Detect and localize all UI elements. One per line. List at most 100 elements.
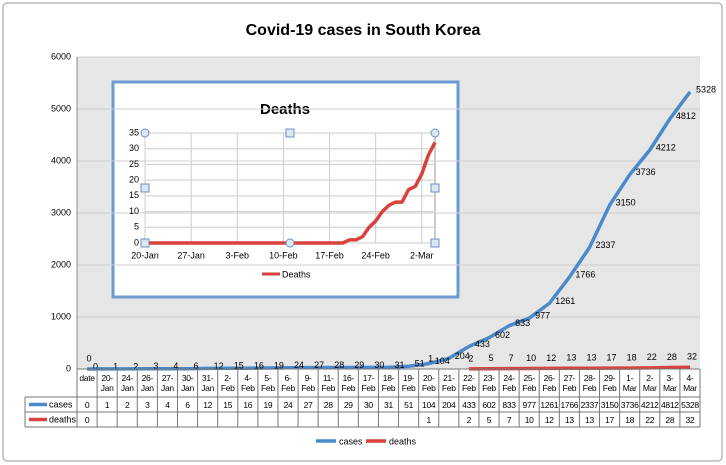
table-cell: 12: [203, 400, 213, 410]
data-label: 16: [254, 361, 264, 371]
table-cell: 4212: [640, 400, 659, 410]
table-cell: 11-Feb: [321, 373, 336, 393]
inset-chart: Deaths: [111, 80, 460, 299]
table-cell: 31: [384, 400, 393, 410]
data-label: 4812: [676, 111, 696, 121]
table-cell: 1261: [540, 400, 559, 410]
table-cell: 16: [243, 400, 253, 410]
table-cell: 12: [544, 415, 554, 425]
table-cell: 25-Feb: [522, 373, 537, 393]
table-cell: 13: [585, 415, 594, 425]
table-cell: 4-Feb: [240, 373, 255, 393]
table-cell: 3150: [600, 400, 619, 410]
data-label: 5: [488, 353, 493, 363]
data-label: 1261: [555, 296, 575, 306]
table-cell: 22: [645, 415, 655, 425]
data-label: 3736: [636, 167, 656, 177]
y-tick-label: 2000: [51, 259, 71, 269]
table-cell: 1: [104, 400, 110, 410]
table-cell: 20-Jan: [100, 373, 114, 393]
y-tick-label: 3000: [51, 207, 71, 217]
table-cell: 32: [685, 415, 695, 425]
data-label: 10: [526, 353, 536, 363]
legend-label: cases: [339, 436, 363, 446]
y-tick-label: 5000: [51, 103, 71, 113]
table-cell: 27-Feb: [562, 373, 577, 393]
data-label: 4: [173, 361, 178, 371]
table-cell: 3736: [620, 400, 639, 410]
table-cell: 6-Feb: [281, 373, 295, 393]
data-label: 28: [334, 360, 344, 370]
table-cell: 2-Feb: [220, 373, 235, 393]
data-label: 31: [395, 360, 405, 370]
table-cell: 433: [462, 400, 476, 410]
table-cell: 1-Mar: [622, 373, 637, 393]
table-cell: 16-Feb: [341, 373, 356, 393]
table-cell: 26-Jan: [140, 373, 154, 393]
data-label: 4212: [656, 142, 676, 152]
x-tick-label: 10-Feb: [269, 250, 298, 260]
data-label: 602: [495, 330, 510, 340]
table-cell: 13: [564, 415, 574, 425]
table-cell: 5328: [681, 400, 699, 410]
data-label: 12: [214, 361, 224, 371]
table-cell: 19: [263, 400, 273, 410]
data-label: 7: [509, 353, 514, 363]
table-cell: 602: [482, 400, 496, 410]
table-cell: 0: [84, 415, 90, 425]
legend-label: Deaths: [282, 269, 311, 279]
y-tick-label: 35: [129, 127, 139, 137]
data-label: 15: [234, 361, 244, 371]
handle: [430, 128, 440, 138]
y-tick-label: 1000: [51, 311, 71, 321]
y-tick-label: 10: [129, 206, 139, 216]
table-cell: 18: [625, 415, 635, 425]
data-label: 12: [546, 353, 556, 363]
x-tick-label: 17-Feb: [315, 250, 344, 260]
table-cell: 7: [506, 415, 512, 425]
data-label: 2: [133, 361, 138, 371]
table-cell: 51: [404, 400, 414, 410]
legend-label: deaths: [389, 436, 417, 446]
data-label: 51: [415, 359, 425, 369]
table-cell: 3-Mar: [662, 373, 677, 393]
y-tick-label: 30: [129, 143, 139, 153]
table-cell: 24-Feb: [502, 373, 516, 393]
y-tick-label: 5: [134, 222, 139, 232]
data-label: 13: [586, 353, 596, 363]
table-cell: 5: [486, 415, 492, 425]
row-header: cases: [49, 399, 73, 409]
y-tick-label: 0: [66, 363, 71, 373]
table-cell: 21-Feb: [441, 373, 456, 393]
data-label: 13: [566, 353, 576, 363]
table-cell: 28: [323, 400, 333, 410]
table-cell: 26-Feb: [542, 373, 557, 393]
table-cell: 4-Mar: [683, 373, 697, 393]
data-label: 18: [627, 352, 637, 362]
handle: [140, 183, 150, 193]
handle: [285, 128, 295, 138]
table-cell: 9-Feb: [301, 373, 315, 393]
table-cell: 204: [442, 400, 456, 410]
table-cell: 3: [145, 400, 150, 410]
table-cell: 10: [524, 415, 534, 425]
series-line: [145, 141, 437, 245]
handle: [140, 128, 150, 138]
x-tick-label: 3-Feb: [226, 250, 250, 260]
table-cell: 6: [185, 400, 190, 410]
data-label: 104: [435, 356, 450, 366]
table-cell: 24-Jan: [120, 373, 134, 393]
table-cell: 4812: [660, 400, 679, 410]
data-label: 977: [535, 311, 550, 321]
table-cell: 22-Feb: [462, 373, 476, 393]
table-cell: 23-Feb: [482, 373, 496, 393]
data-label: 28: [667, 352, 677, 362]
table-cell: 833: [502, 400, 516, 410]
data-label: 30: [374, 360, 384, 370]
table-cell: 28: [665, 415, 675, 425]
data-label: 19: [274, 360, 284, 370]
table-cell: 2: [466, 415, 472, 425]
x-tick-label: 2-Mar: [410, 250, 434, 260]
handle: [430, 183, 440, 193]
